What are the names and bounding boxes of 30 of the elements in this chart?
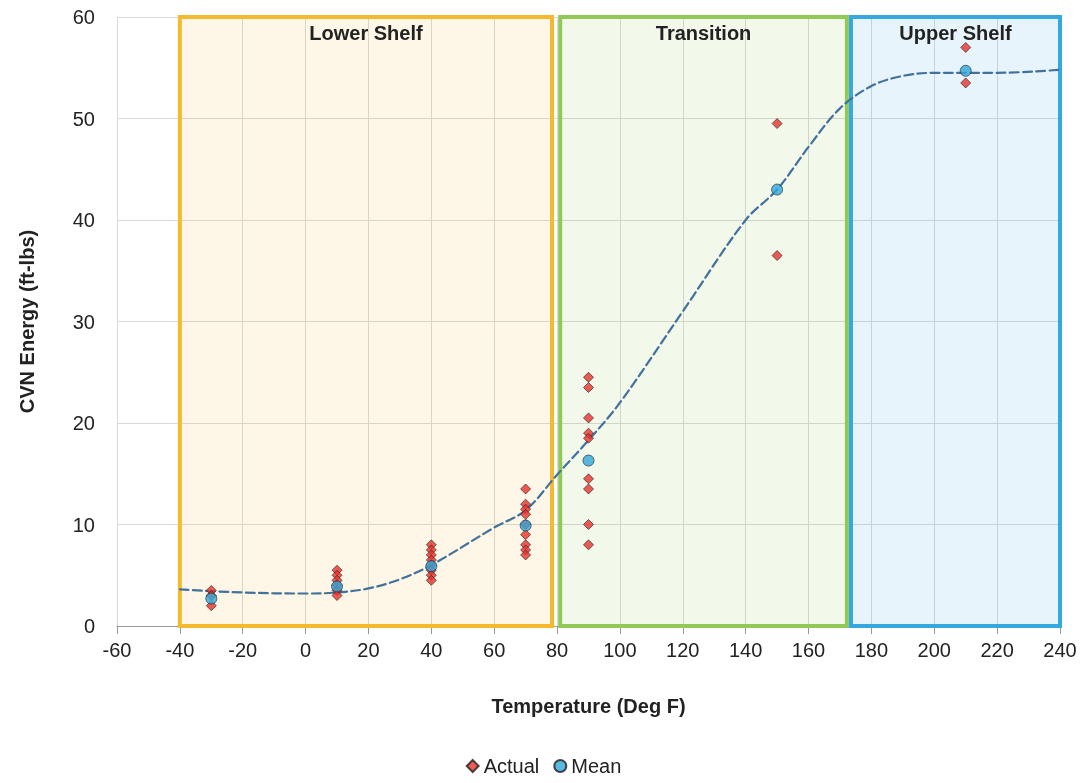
y-tick-label: 30 — [72, 310, 95, 333]
y-tick-label: 10 — [72, 513, 95, 536]
band-label: Lower Shelf — [309, 22, 423, 44]
x-tick-label: -60 — [102, 639, 132, 661]
x-axis-title: Temperature (Deg F) — [491, 695, 686, 717]
band-label: Upper Shelf — [899, 22, 1012, 44]
y-tick-label: 0 — [83, 615, 95, 637]
x-tick-label: 180 — [854, 639, 889, 661]
y-axis-title: CVN Energy (ft-lbs) — [16, 229, 38, 414]
band-label: Transition — [655, 22, 752, 44]
x-tick-label: 120 — [666, 639, 700, 661]
x-tick-label: 220 — [980, 639, 1014, 661]
x-tick-label: 40 — [420, 639, 443, 661]
legend-label: Mean — [571, 755, 622, 777]
x-tick-label: -20 — [228, 639, 258, 661]
x-tick-label: 20 — [357, 639, 380, 661]
x-tick-label: 60 — [483, 639, 506, 661]
x-tick-label: 80 — [545, 639, 569, 661]
y-tick-label: 20 — [72, 412, 95, 434]
x-tick-label: 140 — [728, 639, 763, 661]
x-tick-label: 240 — [1043, 639, 1077, 661]
legend-label: Actual — [483, 755, 540, 777]
x-tick-label: 0 — [300, 639, 312, 661]
x-tick-label: -40 — [165, 639, 195, 661]
y-tick-label: 50 — [72, 107, 95, 130]
x-tick-label: 100 — [603, 639, 637, 661]
x-tick-label: 200 — [917, 639, 951, 661]
x-tick-label: 160 — [791, 639, 826, 661]
y-tick-label: 60 — [72, 6, 95, 28]
y-tick-label: 40 — [72, 209, 95, 231]
